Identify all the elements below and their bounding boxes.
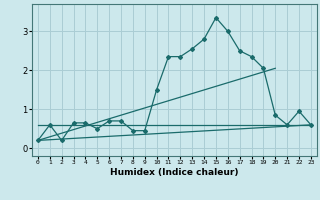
X-axis label: Humidex (Indice chaleur): Humidex (Indice chaleur) (110, 168, 239, 177)
